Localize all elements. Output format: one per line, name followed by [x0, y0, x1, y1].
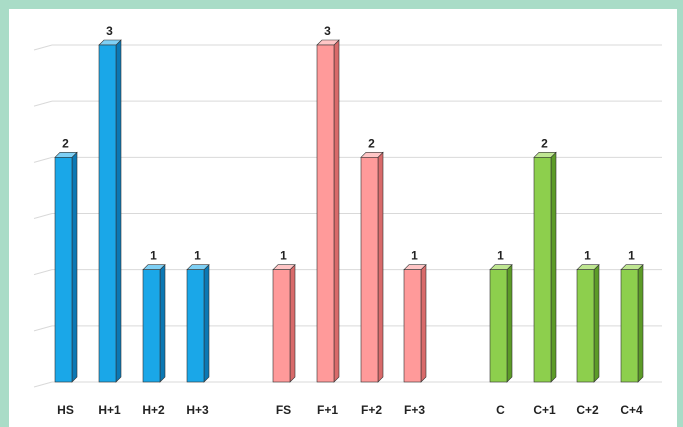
bar-side	[637, 263, 644, 383]
bar-F+2	[360, 151, 384, 383]
bar-C+4	[620, 263, 644, 383]
bar-front	[360, 157, 379, 383]
tick-label-C: C	[496, 403, 505, 417]
bar-front	[620, 269, 639, 383]
bar-FS	[272, 263, 296, 383]
gridline-lead	[33, 44, 53, 51]
gridline-lead	[33, 381, 53, 388]
bar-HS	[54, 151, 78, 383]
tick-label-H+3: H+3	[186, 403, 209, 417]
bar-side	[115, 39, 122, 383]
bar-front	[272, 269, 291, 383]
bar-H+2	[142, 263, 166, 383]
data-label-F+3: 1	[411, 249, 418, 263]
bar-C	[489, 263, 513, 383]
bar-side	[593, 263, 600, 383]
bar-F+3	[403, 263, 427, 383]
data-label-F+2: 2	[368, 136, 375, 150]
bar-side	[506, 263, 513, 383]
bar-side	[550, 151, 557, 383]
gridline-lead	[33, 269, 53, 276]
bar-front	[489, 269, 508, 383]
tick-label-C+1: C+1	[533, 403, 556, 417]
tick-label-FS: FS	[276, 403, 291, 417]
bar-front	[98, 44, 117, 383]
tick-label-HS: HS	[57, 403, 74, 417]
bar-side	[333, 39, 340, 383]
tick-label-F+1: F+1	[317, 403, 338, 417]
bar-front	[186, 269, 205, 383]
grid	[33, 44, 662, 388]
bar-side	[377, 151, 384, 383]
data-label-HS: 2	[62, 136, 69, 150]
bar-side	[159, 263, 166, 383]
gridline-lead	[33, 325, 53, 332]
bar-front	[403, 269, 422, 383]
gridline-lead	[33, 100, 53, 107]
tick-label-F+2: F+2	[361, 403, 382, 417]
bar-side	[71, 151, 78, 383]
bar-front	[316, 44, 335, 383]
tick-label-H+1: H+1	[98, 403, 121, 417]
bar-C+2	[576, 263, 600, 383]
tick-label-C+4: C+4	[620, 403, 643, 417]
bar-side	[289, 263, 296, 383]
data-label-C+1: 2	[541, 136, 548, 150]
bar-F+1	[316, 39, 340, 383]
data-label-H+1: 3	[106, 24, 113, 38]
bar-front	[533, 157, 552, 383]
labels: 2 HS 3 H+1 1 H+2 1 H+3 1 FS 3 F+1 2 F+2 1 F+3 1 C 2 C+1 1 C+2…	[57, 24, 643, 417]
bar-side	[203, 263, 210, 383]
data-label-C: 1	[497, 249, 504, 263]
data-label-H+3: 1	[194, 249, 201, 263]
bar-front	[54, 157, 73, 383]
tick-label-F+3: F+3	[404, 403, 425, 417]
data-label-C+4: 1	[628, 249, 635, 263]
data-label-FS: 1	[280, 249, 287, 263]
bars	[54, 39, 644, 383]
bar-C+1	[533, 151, 557, 383]
data-label-C+2: 1	[584, 249, 591, 263]
bar-H+1	[98, 39, 122, 383]
gridline-lead	[33, 213, 53, 219]
data-label-F+1: 3	[324, 24, 331, 38]
bar-side	[420, 263, 427, 383]
tick-label-C+2: C+2	[576, 403, 599, 417]
gridline-lead	[33, 156, 53, 163]
bar-front	[576, 269, 595, 383]
bar-H+3	[186, 263, 210, 383]
data-label-H+2: 1	[150, 249, 157, 263]
bar-front	[142, 269, 161, 383]
tick-label-H+2: H+2	[142, 403, 165, 417]
